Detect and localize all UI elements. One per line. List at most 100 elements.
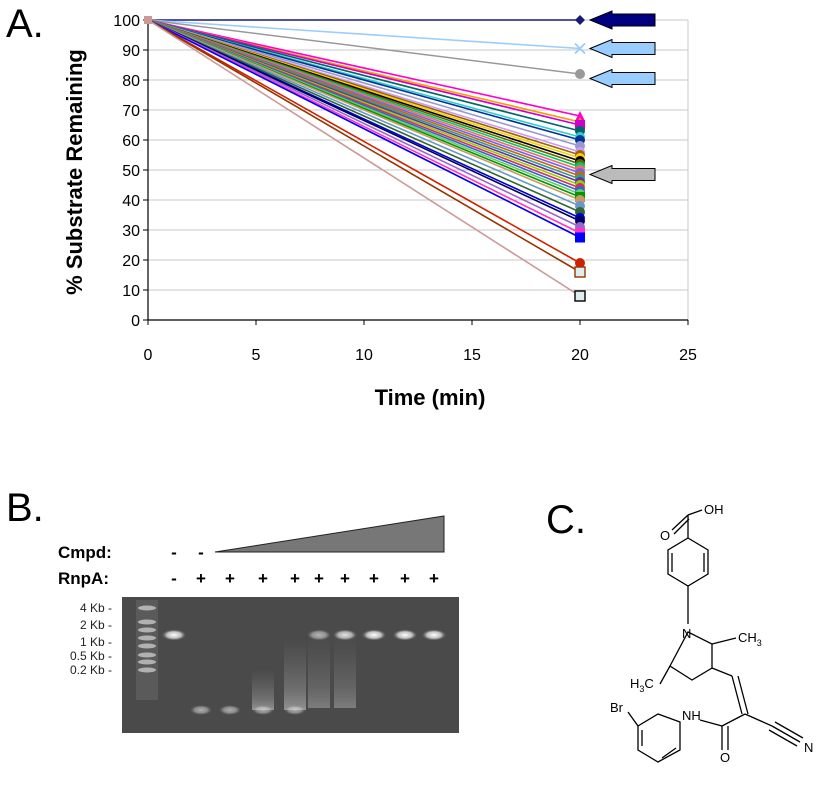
- series-start-marker: [144, 16, 152, 24]
- y-tick-label: 60: [122, 133, 140, 150]
- atom-n-cyano: N: [804, 740, 813, 755]
- y-tick-label: 100: [113, 13, 140, 30]
- rnpa-sign: +: [400, 569, 410, 588]
- atom-o-amide: O: [720, 750, 730, 765]
- series-marker: [574, 266, 586, 278]
- ladder-band: [138, 652, 156, 658]
- ladder-band: [138, 635, 156, 641]
- series-marker: [575, 111, 585, 121]
- ladder-band: [138, 643, 156, 649]
- y-tick-label: 90: [122, 43, 140, 60]
- rnpa-sign: +: [314, 569, 324, 588]
- x-tick-label: 15: [463, 347, 481, 364]
- cmpd-label: Cmpd:: [58, 543, 112, 562]
- highlight-arrow: [588, 68, 656, 89]
- lane-band-degraded: [252, 705, 274, 715]
- series-line: [147, 19, 581, 141]
- marker-label: 1 Kb -: [80, 635, 112, 649]
- lane-bands: [162, 629, 446, 715]
- series-line: [147, 19, 581, 222]
- marker-label: 0.2 Kb -: [70, 663, 112, 677]
- lane-band-intact: [422, 629, 446, 641]
- cmpd-sign: -: [198, 543, 204, 562]
- series-line: [147, 19, 581, 297]
- atom-oh: OH: [704, 502, 724, 517]
- series-line: [147, 19, 581, 147]
- y-tick-label: 50: [122, 163, 140, 180]
- highlight-arrow: [588, 164, 656, 185]
- series-marker: [575, 120, 585, 130]
- lane-band-intact: [362, 629, 386, 641]
- cmpd-signs: --: [171, 543, 204, 562]
- lane-smear: [252, 670, 274, 710]
- series-marker: [575, 232, 585, 243]
- highlight-arrow: [588, 38, 656, 59]
- series-marker: [574, 42, 586, 55]
- panel-a-label: A.: [6, 2, 44, 46]
- chart-axes: [143, 19, 689, 325]
- cmpd-sign: -: [171, 543, 177, 562]
- atom-ch3-top: CH3: [738, 630, 762, 648]
- rnpa-sign: +: [369, 569, 379, 588]
- series-line: [147, 19, 581, 213]
- lane-smear: [334, 638, 356, 708]
- rnpa-label: RnpA:: [58, 569, 109, 588]
- panel-b-label: B.: [6, 486, 44, 530]
- ladder-band: [138, 627, 156, 633]
- x-tick-label: 20: [571, 347, 589, 364]
- series-marker: [575, 258, 585, 268]
- x-tick-label: 10: [355, 347, 373, 364]
- y-tick-label: 70: [122, 103, 140, 120]
- x-tick-label: 0: [144, 347, 153, 364]
- marker-label: 2 Kb -: [80, 618, 112, 632]
- chart-markers: [144, 15, 586, 302]
- rnpa-sign: +: [290, 569, 300, 588]
- y-tick-label: 20: [122, 253, 140, 270]
- rnpa-sign: +: [429, 569, 439, 588]
- series-line: [147, 19, 581, 126]
- y-axis-title: % Substrate Remaining: [62, 49, 87, 295]
- y-tick-label: 10: [122, 283, 140, 300]
- panel-c-label: C.: [546, 498, 586, 542]
- series-line: [147, 19, 581, 228]
- series-marker: [574, 290, 586, 302]
- lane-band-degraded: [284, 705, 306, 715]
- marker-label: 0.5 Kb -: [70, 649, 112, 663]
- atom-n-pyrrole: N: [682, 626, 691, 641]
- lane-band-degraded: [219, 705, 241, 715]
- atom-o-carbonyl: O: [660, 528, 670, 543]
- series-marker: [575, 69, 585, 79]
- lane-smear: [284, 640, 306, 710]
- ladder-bands: [138, 605, 156, 673]
- x-tick-label: 5: [252, 347, 261, 364]
- series-line: [147, 19, 581, 75]
- rnpa-sign: +: [196, 569, 206, 588]
- compound-gradient-wedge: [214, 515, 445, 553]
- y-tick-labels: 0 10 20 30 40 50 60 70 80 90 100: [113, 13, 140, 330]
- rnpa-sign: +: [340, 569, 350, 588]
- series-line: [147, 19, 581, 201]
- rnpa-signs: - + + + + + + + + +: [171, 569, 439, 588]
- ladder-band: [138, 605, 156, 611]
- marker-label: 4 Kb -: [80, 601, 112, 615]
- series-marker: [575, 15, 585, 25]
- series-line: [147, 19, 581, 117]
- chart-series: [147, 19, 581, 297]
- lane-band-intact: [307, 629, 331, 641]
- ladder-band: [138, 619, 156, 625]
- gel-ladder-lane: [136, 600, 158, 700]
- x-axis-title: Time (min): [375, 385, 486, 410]
- chart-arrows: [588, 10, 656, 185]
- series-line: [147, 19, 581, 132]
- lane-band-intact: [393, 629, 417, 641]
- y-tick-label: 40: [122, 193, 140, 210]
- marker-labels: 4 Kb - 2 Kb - 1 Kb -0.5 Kb -0.2 Kb -: [70, 601, 112, 677]
- atom-nh: NH: [682, 708, 701, 723]
- ladder-band: [138, 667, 156, 673]
- x-tick-labels: 0 5 10 15 20 25: [144, 347, 697, 364]
- rnpa-sign: +: [225, 569, 235, 588]
- y-tick-label: 80: [122, 73, 140, 90]
- rnpa-sign: -: [171, 569, 177, 588]
- y-tick-label: 0: [131, 313, 140, 330]
- lane-band-intact: [333, 629, 357, 641]
